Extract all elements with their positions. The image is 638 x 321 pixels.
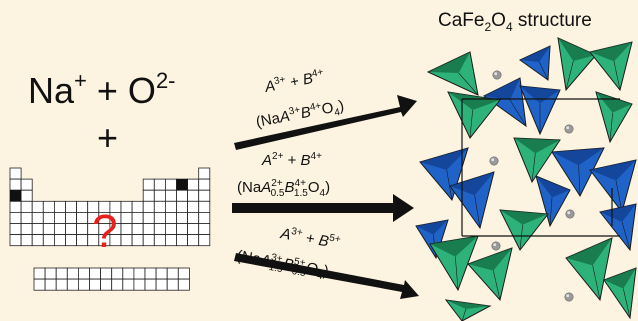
question-mark: ? xyxy=(92,205,118,257)
arrow3-reactant-label: A3+ + B5+ xyxy=(278,224,341,252)
arrow1-reactant-label: A3+ + B4+ xyxy=(262,67,325,96)
structure-title: CaFe2O4 structure xyxy=(438,10,592,34)
reaction-arrow-1 xyxy=(234,95,417,150)
reaction-arrow-3 xyxy=(234,253,419,299)
arrow2-reactant-label: A2+ + B4+ xyxy=(261,151,322,169)
periodic-table-grid-icon xyxy=(9,167,211,291)
reaction-arrow-2 xyxy=(232,194,414,222)
reactants-formula: Na+ + O2- xyxy=(28,68,176,111)
plus-sign: + xyxy=(97,117,118,158)
crystal-structure-icon xyxy=(415,37,637,321)
arrow3-product-label: (NaA3+1.5B5+0.5O4) xyxy=(235,246,330,283)
arrow1-product-label: (NaA3+B4+O4) xyxy=(254,96,346,134)
arrow2-product-label: (NaA2+ 0.5B4+ 1.5O4) xyxy=(237,178,330,199)
